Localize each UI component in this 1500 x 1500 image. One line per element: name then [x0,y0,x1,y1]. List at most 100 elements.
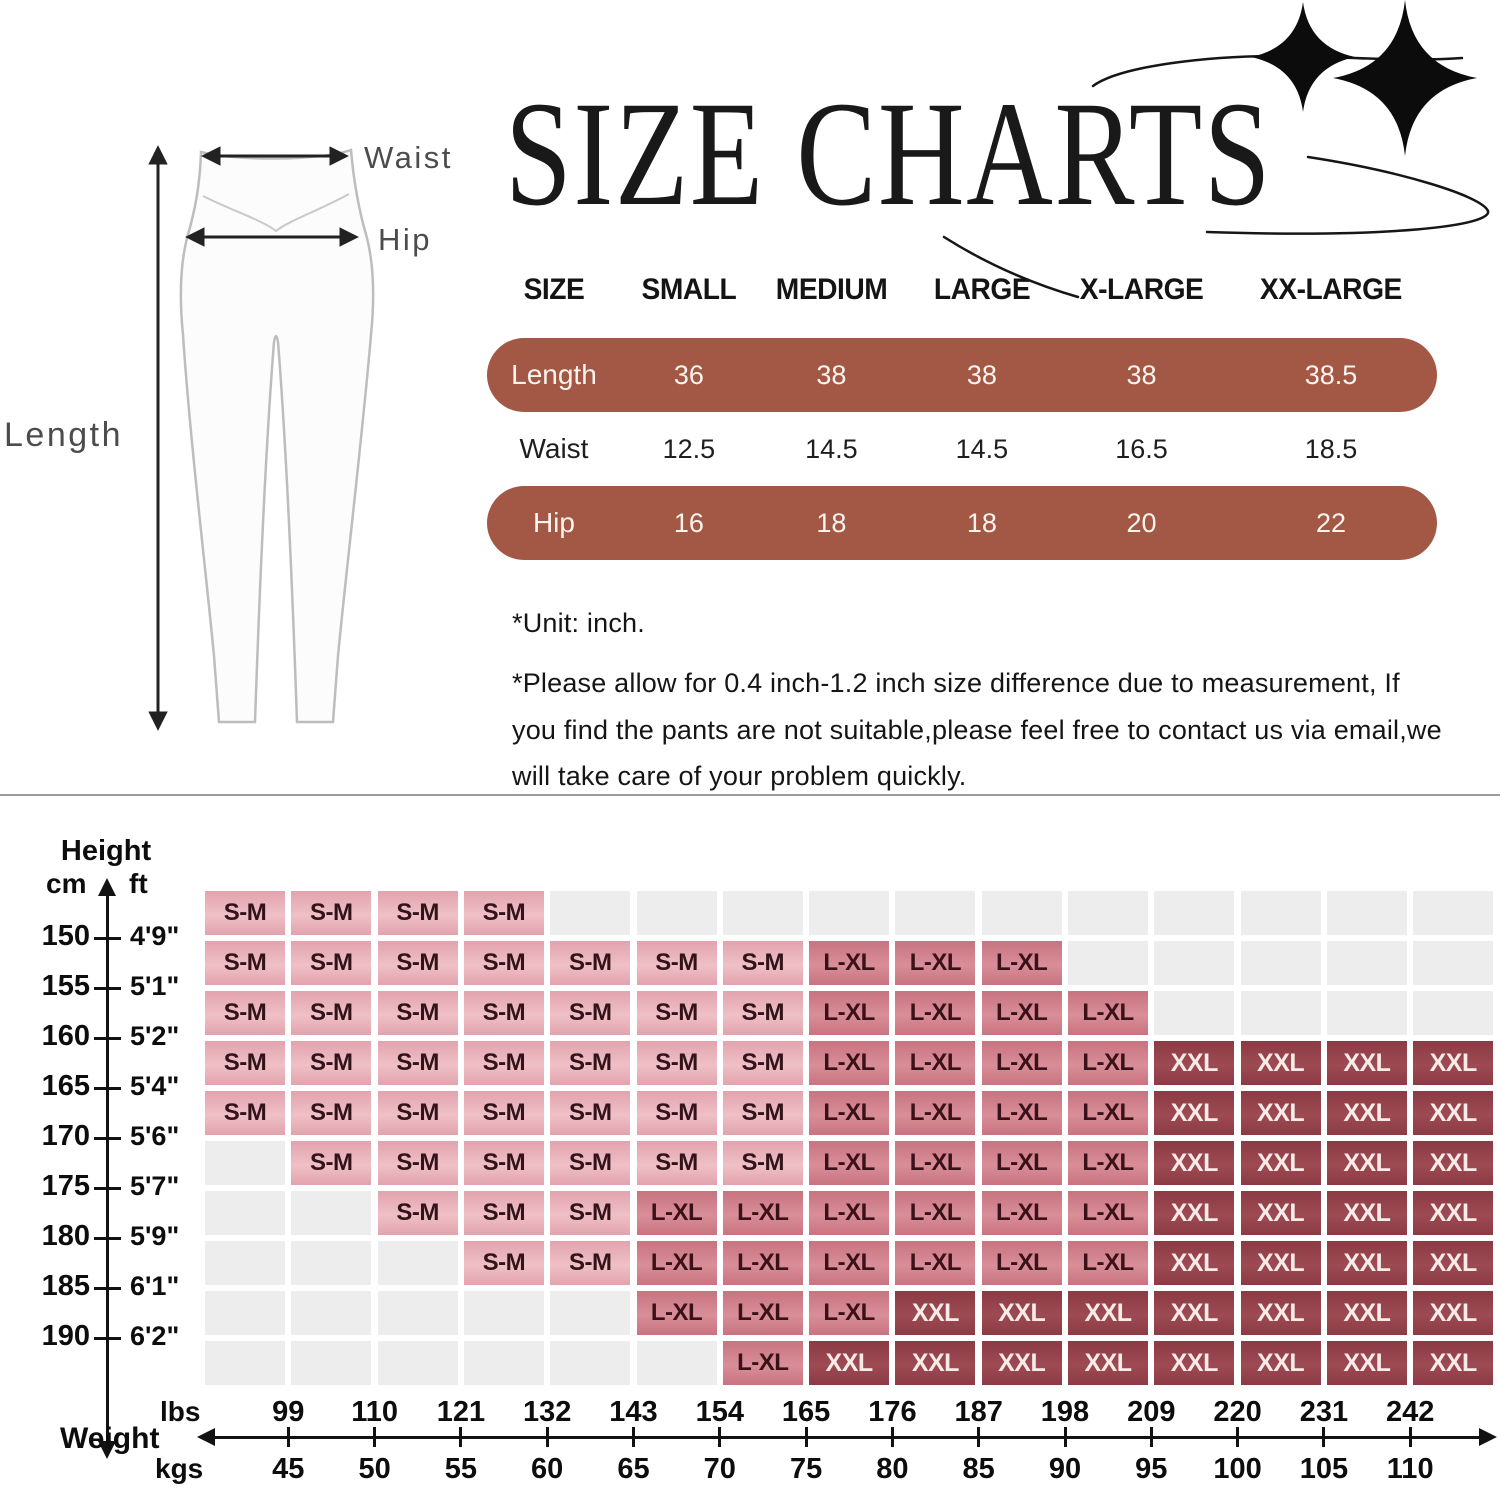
grid-cell: S-M [463,891,544,935]
weight-lbs-label: 220 [1213,1396,1262,1428]
weight-unit-kgs: kgs [155,1453,204,1484]
weight-tick [1149,1427,1153,1447]
grid-cell-empty [1326,891,1407,935]
grid-cell: XXL [1326,1191,1407,1235]
grid-cell: XXL [1154,1341,1235,1385]
grid-cell-empty [1068,891,1148,935]
grid-cell: XXL [1413,1341,1494,1385]
measurement-value: 18 [966,507,997,538]
grid-cell: L-XL [895,1141,976,1185]
grid-cell-empty [809,891,890,935]
grid-cell: S-M [463,1141,544,1185]
weight-kgs-label: 95 [1135,1453,1168,1485]
grid-cell: L-XL [722,1291,803,1335]
grid-cell: L-XL [1068,1241,1148,1285]
grid-cell-empty [895,891,976,935]
weight-kgs-label: 45 [272,1453,305,1485]
grid-cell: XXL [1326,1341,1407,1385]
grid-cell: L-XL [895,1091,976,1135]
grid-cell: L-XL [809,991,890,1035]
weight-tick [890,1427,894,1447]
grid-cell: S-M [636,1141,717,1185]
weight-kgs-label: 100 [1213,1453,1262,1485]
height-tick [94,1136,121,1140]
size-table-header: SIZE SMALL MEDIUM LARGE X-LARGE XX-LARGE [487,268,1437,312]
grid-cell: XXL [1326,1041,1407,1085]
grid-cell: XXL [1326,1141,1407,1185]
weight-lbs-label: 110 [351,1396,398,1428]
grid-cell-empty [291,1241,372,1285]
height-unit-ft: ft [129,868,148,899]
grid-cell: S-M [463,1041,544,1085]
grid-cell: XXL [1154,1241,1235,1285]
grid-cell: XXL [1154,1291,1235,1335]
grid-cell: XXL [1326,1241,1407,1285]
grid-cell: S-M [722,1141,803,1185]
grid-cell: S-M [377,941,458,985]
weight-kgs-label: 80 [876,1453,909,1485]
weight-tick [804,1427,808,1447]
grid-cell-empty [636,891,717,935]
weight-lbs-label: 99 [272,1396,305,1428]
measurement-value: 36 [673,359,704,390]
grid-cell: S-M [463,1241,544,1285]
grid-cell: S-M [291,991,372,1035]
grid-cell: L-XL [981,1241,1062,1285]
grid-cell: S-M [205,891,285,935]
grid-cell: S-M [550,1091,631,1135]
grid-cell-empty [1154,891,1235,935]
grid-cell: L-XL [1068,1191,1148,1235]
grid-cell-empty [1154,991,1235,1035]
measurement-value: 14.5 [955,433,1009,464]
measurement-value: 38 [816,359,847,390]
grid-cell: XXL [1240,1091,1321,1135]
grid-cell: S-M [463,941,544,985]
grid-cell: XXL [1154,1041,1235,1085]
grid-cell-empty [981,891,1062,935]
grid-cell: L-XL [981,1041,1062,1085]
grid-cell: S-M [722,1041,803,1085]
height-tick [94,986,121,990]
weight-lbs-label: 176 [868,1396,917,1428]
grid-cell-empty [377,1291,458,1335]
grid-cell: S-M [205,1091,285,1135]
note-text: *Unit: inch. [512,608,645,638]
grid-cell-empty [1326,941,1407,985]
weight-lbs-label: 121 [436,1396,486,1428]
grid-cell: XXL [1413,1141,1494,1185]
grid-cell: S-M [377,991,458,1035]
grid-cell: XXL [1240,1291,1321,1335]
weight-kgs-label: 105 [1299,1453,1349,1485]
height-tick [94,1286,121,1290]
grid-cell-empty [550,1341,631,1385]
grid-cell: XXL [1240,1191,1321,1235]
weight-kgs-label: 65 [617,1453,650,1485]
weight-lbs-label: 143 [609,1396,658,1428]
grid-cell: S-M [463,991,544,1035]
weight-kgs-label: 70 [703,1453,736,1485]
table-row: Hip 16 18 18 20 22 [487,486,1437,560]
row-label: Hip [532,507,575,538]
grid-cell: L-XL [809,1191,890,1235]
weight-lbs-label: 132 [522,1396,572,1428]
column-header: LARGE [933,273,1031,306]
height-tick [94,936,121,940]
height-tick [94,1336,121,1340]
grid-cell: S-M [205,941,285,985]
grid-cell-empty [291,1191,372,1235]
grid-cell: S-M [205,991,285,1035]
column-header: XX-LARGE [1260,273,1403,306]
height-tick [94,1236,121,1240]
grid-cell: XXL [1413,1091,1494,1135]
weight-tick [718,1427,722,1447]
grid-cell: XXL [1154,1091,1235,1135]
grid-cell: L-XL [636,1241,717,1285]
grid-cell: L-XL [981,1191,1062,1235]
measurement-value: 14.5 [805,433,858,464]
grid-cell-empty [1240,941,1321,985]
weight-tick [545,1427,549,1447]
grid-cell: L-XL [895,941,976,985]
grid-cell: XXL [1240,1241,1321,1285]
grid-cell: S-M [550,991,631,1035]
